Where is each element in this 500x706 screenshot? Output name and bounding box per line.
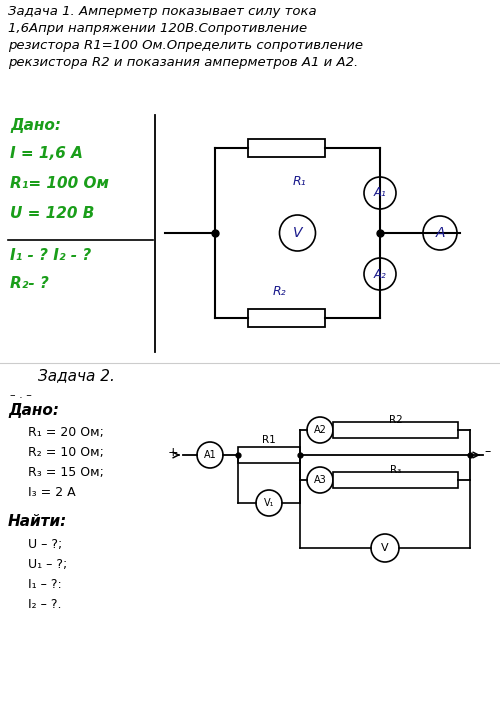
Text: Дано:: Дано: <box>8 403 59 418</box>
Bar <box>248 309 325 327</box>
Circle shape <box>364 258 396 290</box>
Circle shape <box>256 490 282 516</box>
Bar <box>238 447 300 463</box>
Text: I₃ = 2 А: I₃ = 2 А <box>28 486 76 499</box>
Text: A: A <box>435 226 445 240</box>
Bar <box>333 422 458 438</box>
Text: R₂- ?: R₂- ? <box>10 276 49 291</box>
Text: V: V <box>381 543 389 553</box>
Circle shape <box>280 215 316 251</box>
Text: I₂ – ?.: I₂ – ?. <box>28 598 62 611</box>
Circle shape <box>364 177 396 209</box>
Text: I₁ - ? I₂ - ?: I₁ - ? I₂ - ? <box>10 248 91 263</box>
Text: I = 1,6 А: I = 1,6 А <box>10 146 83 161</box>
Text: R2: R2 <box>388 415 402 425</box>
Circle shape <box>307 467 333 493</box>
Text: A₁: A₁ <box>374 186 386 200</box>
Text: Дано:: Дано: <box>10 118 61 133</box>
Text: U – ?;: U – ?; <box>28 538 62 551</box>
Text: Задача 1. Амперметр показывает силу тока
1,6Апри напряжении 120В.Сопротивление
р: Задача 1. Амперметр показывает силу тока… <box>8 5 363 69</box>
Text: A1: A1 <box>204 450 216 460</box>
Text: R₁= 100 Ом: R₁= 100 Ом <box>10 176 109 191</box>
Text: R₃: R₃ <box>390 465 401 475</box>
Text: Задача 2.: Задача 2. <box>38 368 115 383</box>
Text: U₁ – ?;: U₁ – ?; <box>28 558 67 571</box>
Text: +: + <box>168 445 178 458</box>
Text: V: V <box>293 226 302 240</box>
Text: A2: A2 <box>314 425 326 435</box>
Text: Найти:: Найти: <box>8 514 67 529</box>
Text: V₁: V₁ <box>264 498 274 508</box>
Text: I₁ – ?:: I₁ – ?: <box>28 578 62 591</box>
Text: –: – <box>485 445 491 458</box>
Text: R₁ = 20 Ом;: R₁ = 20 Ом; <box>28 426 104 439</box>
Bar <box>333 472 458 488</box>
Text: R₂ = 10 Ом;: R₂ = 10 Ом; <box>28 446 104 459</box>
Text: R₃ = 15 Ом;: R₃ = 15 Ом; <box>28 466 104 479</box>
Text: U = 120 В: U = 120 В <box>10 206 94 221</box>
Text: A3: A3 <box>314 475 326 485</box>
Text: R1: R1 <box>262 435 276 445</box>
Text: – . –: – . – <box>10 390 32 400</box>
Text: R₁: R₁ <box>293 175 306 188</box>
Text: R₂: R₂ <box>273 285 286 298</box>
Text: A₂: A₂ <box>374 268 386 280</box>
Circle shape <box>307 417 333 443</box>
Bar <box>248 139 325 157</box>
Circle shape <box>371 534 399 562</box>
Circle shape <box>197 442 223 468</box>
Circle shape <box>423 216 457 250</box>
